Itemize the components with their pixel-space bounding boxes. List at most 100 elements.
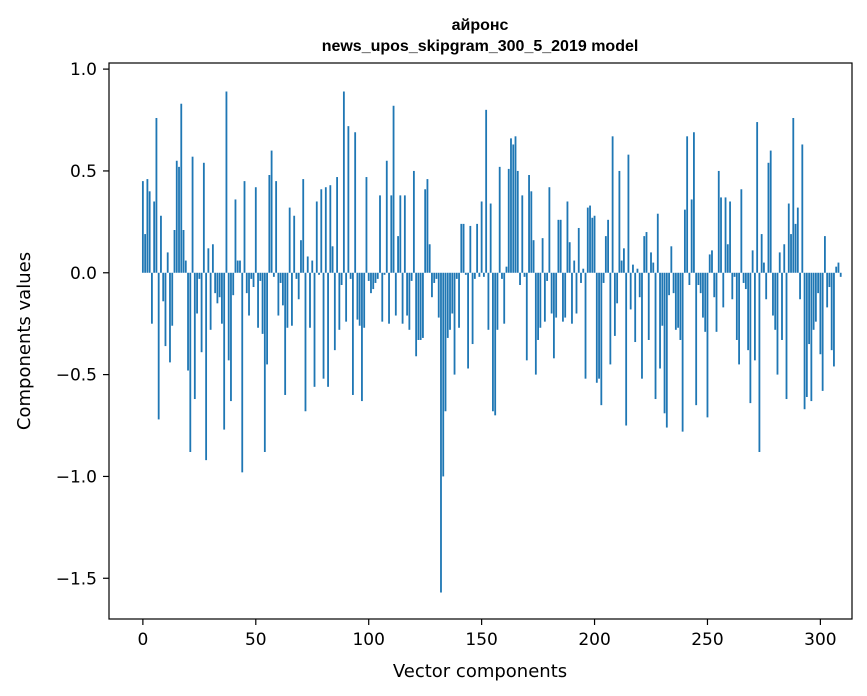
bar-61 bbox=[279, 272, 282, 283]
bar-43 bbox=[239, 260, 241, 273]
bar-115 bbox=[401, 272, 404, 324]
bar-208 bbox=[611, 136, 614, 273]
bar-253 bbox=[713, 272, 716, 298]
bar-53 bbox=[261, 272, 264, 334]
bar-41 bbox=[234, 199, 237, 273]
bar-80 bbox=[322, 272, 325, 379]
bar-17 bbox=[180, 103, 183, 273]
bar-192 bbox=[575, 272, 578, 314]
bar-203 bbox=[600, 272, 603, 406]
bar-64 bbox=[286, 272, 289, 328]
bar-300 bbox=[819, 272, 822, 355]
bar-244 bbox=[693, 132, 695, 273]
bar-308 bbox=[837, 262, 840, 273]
bar-34 bbox=[218, 272, 221, 298]
bar-170 bbox=[525, 272, 528, 361]
bar-271 bbox=[753, 272, 756, 361]
bar-118 bbox=[408, 272, 411, 330]
bar-31 bbox=[211, 244, 214, 273]
bar-184 bbox=[557, 219, 560, 273]
bar-252 bbox=[711, 250, 713, 273]
bar-76 bbox=[313, 272, 316, 387]
bar-225 bbox=[650, 252, 652, 273]
bar-272 bbox=[756, 122, 759, 273]
bar-48 bbox=[250, 272, 253, 279]
bar-142 bbox=[462, 223, 465, 273]
bar-125 bbox=[424, 189, 427, 273]
bar-264 bbox=[738, 272, 740, 365]
bar-210 bbox=[616, 272, 619, 304]
bar-36 bbox=[223, 272, 226, 430]
bar-117 bbox=[406, 272, 409, 316]
bar-58 bbox=[272, 272, 275, 277]
bar-180 bbox=[548, 187, 551, 273]
bar-171 bbox=[528, 175, 530, 273]
bar-182 bbox=[552, 272, 555, 359]
bar-287 bbox=[790, 234, 792, 273]
bar-39 bbox=[230, 272, 232, 402]
bar-198 bbox=[589, 205, 591, 273]
bar-23 bbox=[193, 272, 196, 400]
bar-297 bbox=[812, 272, 815, 330]
bar-257 bbox=[722, 272, 725, 308]
bar-273 bbox=[758, 272, 761, 452]
bar-108 bbox=[385, 160, 388, 273]
bar-102 bbox=[372, 272, 375, 290]
bar-283 bbox=[781, 272, 783, 340]
bar-42 bbox=[236, 260, 239, 273]
bar-261 bbox=[731, 272, 734, 300]
bar-90 bbox=[345, 272, 348, 322]
bar-96 bbox=[358, 272, 361, 326]
bar-99 bbox=[365, 177, 368, 273]
bar-282 bbox=[778, 252, 781, 273]
bar-303 bbox=[826, 272, 829, 308]
bar-81 bbox=[324, 187, 327, 273]
bar-8 bbox=[160, 215, 162, 273]
bar-12 bbox=[169, 272, 171, 363]
bar-255 bbox=[717, 170, 720, 273]
bar-239 bbox=[681, 272, 684, 432]
bar-299 bbox=[817, 272, 820, 294]
bar-251 bbox=[708, 254, 711, 273]
bar-174 bbox=[534, 272, 537, 375]
bar-179 bbox=[546, 272, 549, 281]
bar-56 bbox=[268, 175, 271, 273]
x-tick-label: 150 bbox=[465, 630, 497, 650]
bar-211 bbox=[618, 170, 621, 273]
bar-191 bbox=[573, 260, 576, 273]
x-tick-label: 200 bbox=[578, 630, 610, 650]
bar-259 bbox=[726, 244, 729, 273]
x-tick-label: 300 bbox=[804, 630, 836, 650]
bar-178 bbox=[543, 272, 546, 322]
bar-301 bbox=[821, 272, 824, 391]
bar-13 bbox=[171, 272, 174, 326]
bar-28 bbox=[205, 272, 208, 461]
bar-281 bbox=[776, 272, 779, 375]
bar-22 bbox=[191, 156, 194, 273]
bar-74 bbox=[309, 272, 311, 328]
bar-186 bbox=[562, 272, 564, 322]
bar-32 bbox=[214, 272, 217, 294]
bar-250 bbox=[706, 272, 709, 418]
bar-163 bbox=[510, 138, 512, 273]
bar-110 bbox=[390, 195, 393, 273]
bar-307 bbox=[835, 266, 838, 273]
bar-230 bbox=[661, 272, 664, 326]
bar-232 bbox=[665, 272, 668, 428]
bar-91 bbox=[347, 126, 350, 273]
bar-112 bbox=[394, 272, 397, 316]
bar-16 bbox=[178, 166, 180, 273]
bar-218 bbox=[634, 272, 637, 343]
bar-269 bbox=[749, 272, 752, 404]
bar-202 bbox=[598, 272, 600, 379]
bar-302 bbox=[824, 236, 826, 273]
bar-291 bbox=[799, 272, 801, 300]
bar-235 bbox=[672, 272, 675, 294]
bar-59 bbox=[275, 181, 278, 273]
bar-194 bbox=[580, 272, 582, 283]
y-axis-label: Components values bbox=[14, 252, 35, 430]
bar-205 bbox=[604, 236, 607, 273]
bar-248 bbox=[702, 272, 704, 318]
bar-144 bbox=[467, 272, 469, 369]
